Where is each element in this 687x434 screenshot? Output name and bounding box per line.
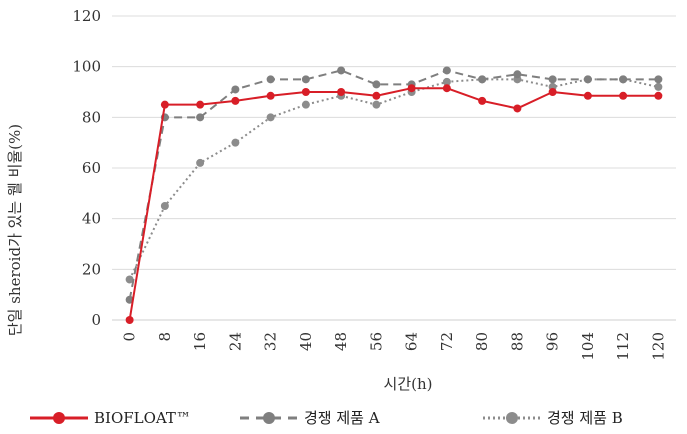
x-tick-label: 64 [403, 332, 421, 351]
y-tick-label: 20 [82, 260, 101, 278]
series-2 [125, 66, 663, 304]
legend-label: 경쟁 제품 B [547, 409, 623, 427]
data-point [442, 66, 451, 75]
data-point [583, 75, 592, 84]
legend-label: 경쟁 제품 A [304, 409, 380, 427]
gridlines [112, 15, 676, 321]
data-point [301, 88, 310, 96]
data-point [372, 91, 381, 100]
y-tick-label: 100 [72, 58, 101, 76]
data-point [478, 75, 487, 84]
series-3 [125, 75, 663, 284]
x-tick-label: 48 [332, 332, 350, 351]
legend-item: 경쟁 제품 B [483, 409, 623, 427]
series-line [128, 87, 659, 321]
x-tick-label: 24 [226, 332, 244, 351]
x-tick-label: 56 [367, 332, 385, 351]
series-line [128, 69, 659, 300]
legend: BIOFLOAT™ 경쟁 제품 A 경쟁 제품 B [30, 409, 623, 427]
data-point [548, 75, 557, 84]
x-tick-label: 80 [473, 332, 491, 351]
x-tick-label: 16 [191, 332, 209, 351]
data-point [196, 158, 205, 167]
data-point [337, 88, 346, 96]
x-tick-label: 96 [544, 332, 562, 351]
data-point [513, 70, 522, 79]
data-point [619, 91, 628, 100]
data-point [548, 88, 557, 96]
y-tick-label: 120 [72, 7, 101, 25]
data-point [337, 66, 346, 75]
data-point [301, 100, 310, 109]
data-point [654, 91, 663, 100]
y-tick-label: 80 [82, 108, 101, 126]
data-point [372, 100, 381, 109]
x-tick-label: 88 [508, 332, 526, 351]
legend-label: BIOFLOAT™ [94, 409, 191, 427]
data-point [478, 96, 487, 105]
x-axis-ticks: 0 8 16 24 32 40 48 56 64 72 80 88 96 104 112 120 [121, 332, 668, 361]
y-tick-label: 60 [82, 159, 101, 177]
data-point [654, 82, 663, 91]
y-axis-ticks: 0 20 40 60 80 100 120 [72, 7, 101, 329]
y-tick-label: 40 [82, 210, 101, 228]
data-point [266, 113, 275, 122]
data-point [654, 75, 663, 84]
x-tick-label: 8 [156, 332, 174, 342]
data-point [231, 96, 240, 105]
x-tick-label: 112 [614, 332, 632, 361]
x-tick-label: 104 [579, 332, 597, 361]
x-tick-label: 40 [297, 332, 315, 351]
y-tick-label: 0 [91, 311, 101, 329]
data-point [125, 316, 134, 324]
data-point [407, 84, 416, 93]
legend-marker [506, 412, 518, 424]
series-1 [125, 84, 663, 324]
data-point [231, 138, 240, 147]
data-point [583, 91, 592, 100]
data-point [160, 202, 169, 210]
data-point [125, 275, 134, 284]
data-point [266, 91, 275, 100]
x-tick-label: 0 [121, 332, 139, 342]
x-tick-label: 120 [649, 332, 667, 361]
data-point [513, 104, 522, 113]
data-point [619, 75, 628, 84]
data-point [196, 113, 205, 122]
legend-item: BIOFLOAT™ [30, 409, 191, 427]
y-axis-title: 단일 sheroid가 있는 웰 비율(%) [6, 124, 24, 336]
data-point [160, 100, 169, 109]
x-tick-label: 32 [262, 332, 280, 351]
data-point [231, 85, 240, 94]
data-point [372, 80, 381, 89]
data-point [442, 77, 451, 86]
legend-marker [263, 412, 275, 424]
data-point [196, 100, 205, 109]
x-tick-label: 72 [438, 332, 456, 351]
data-point [266, 75, 275, 84]
series-line [128, 78, 659, 280]
legend-item: 경쟁 제품 A [240, 409, 380, 427]
series-lines [125, 66, 663, 324]
x-axis-title: 시간(h) [384, 375, 433, 393]
data-point [442, 84, 451, 93]
legend-marker [53, 412, 65, 424]
data-point [301, 75, 310, 84]
